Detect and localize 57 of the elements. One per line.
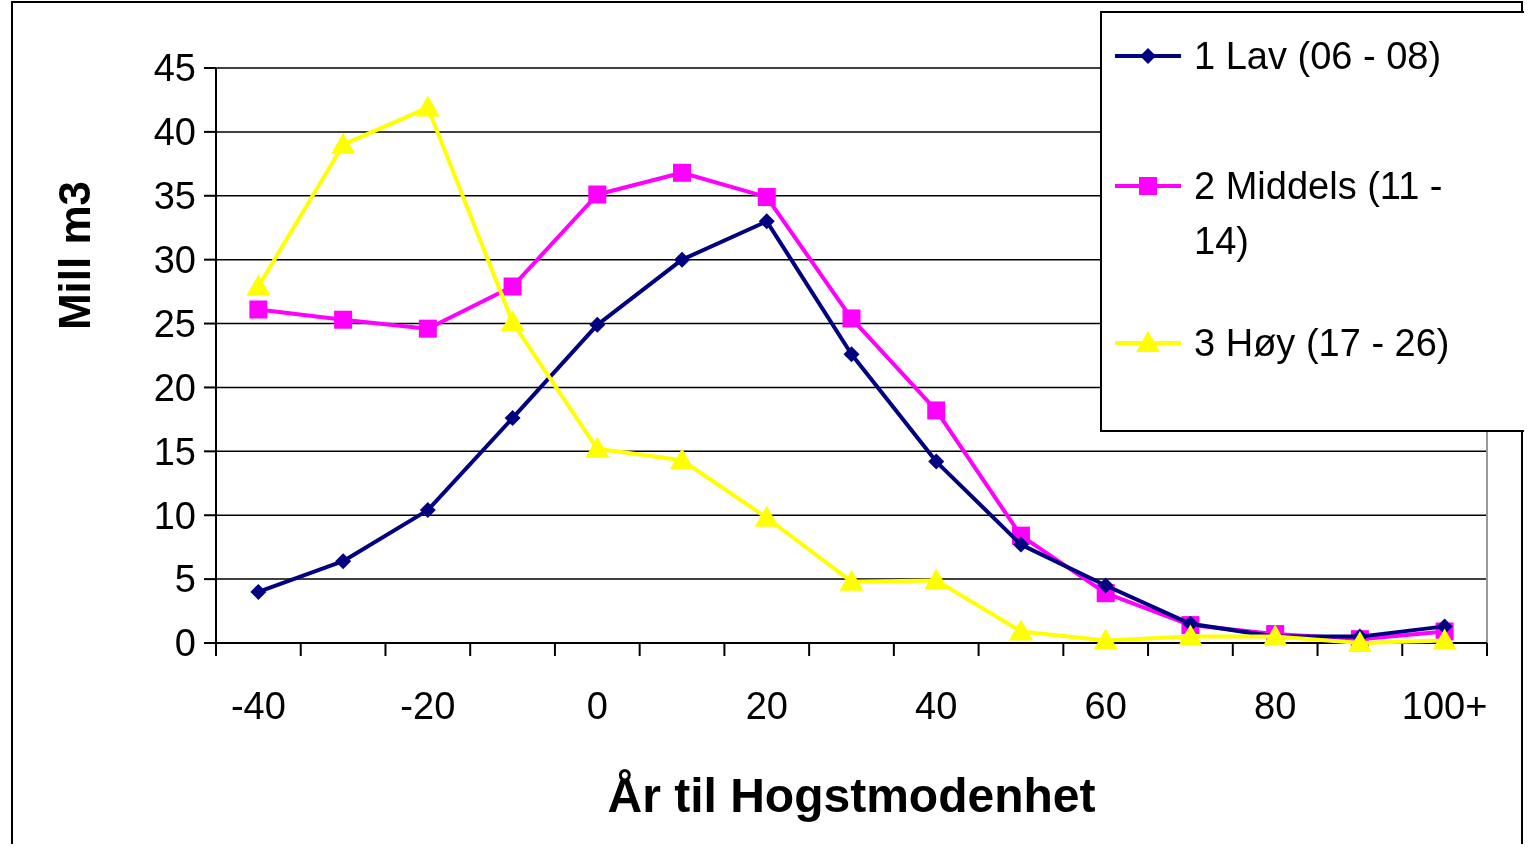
- point: [842, 309, 861, 328]
- point: [673, 163, 692, 182]
- point: [927, 401, 946, 420]
- point: [246, 274, 271, 296]
- y-axis-title: Mill m3: [50, 180, 99, 331]
- x-tick-label: 80: [1254, 685, 1297, 727]
- x-tick-label: -20: [400, 685, 456, 727]
- point: [419, 502, 436, 519]
- point: [250, 583, 267, 600]
- y-tick-label: 5: [174, 558, 196, 601]
- point: [415, 95, 440, 117]
- y-tick-label: 25: [153, 302, 196, 345]
- y-tick-label: 20: [153, 366, 196, 409]
- legend-label: 1 Lav (06 - 08): [1194, 35, 1442, 78]
- point: [757, 188, 776, 207]
- y-tick-label: 0: [174, 622, 196, 665]
- point: [249, 300, 268, 319]
- y-tick-label: 30: [153, 238, 196, 281]
- point: [1093, 628, 1118, 650]
- x-tick-label: 0: [586, 685, 608, 727]
- point: [1012, 536, 1029, 553]
- point: [331, 132, 356, 154]
- y-tick-label: 45: [153, 47, 196, 90]
- point: [1178, 624, 1203, 646]
- x-tick-label: 20: [745, 685, 788, 727]
- point: [839, 569, 864, 591]
- x-axis-title: År til Hogstmodenhet: [607, 769, 1096, 822]
- x-tick-label: 60: [1084, 685, 1127, 727]
- y-tick-label: 35: [153, 175, 196, 218]
- y-tick-label: 40: [153, 111, 196, 154]
- legend-label: 3 Høy (17 - 26): [1194, 322, 1450, 365]
- point: [674, 251, 691, 268]
- point: [334, 310, 353, 329]
- point: [585, 436, 610, 458]
- point: [1008, 619, 1033, 641]
- point: [500, 310, 525, 332]
- point: [418, 319, 437, 338]
- point: [924, 568, 949, 590]
- point: [843, 346, 860, 363]
- x-tick-label: 40: [915, 685, 958, 727]
- point: [758, 213, 775, 230]
- x-tick-label: 100+: [1401, 685, 1488, 727]
- point: [589, 316, 606, 333]
- point: [335, 553, 352, 570]
- point: [1432, 628, 1457, 650]
- y-tick-label: 10: [153, 494, 196, 537]
- y-tick-label: 15: [153, 430, 196, 473]
- legend-label: 2 Middels (11 - 14): [1194, 165, 1443, 263]
- point: [503, 277, 522, 296]
- point: [754, 505, 779, 527]
- point: [588, 185, 607, 204]
- point: [504, 410, 521, 427]
- point: [1097, 577, 1114, 594]
- point: [1436, 618, 1453, 635]
- point: [928, 453, 945, 470]
- point: [670, 448, 695, 470]
- x-tick-label: -40: [230, 685, 286, 727]
